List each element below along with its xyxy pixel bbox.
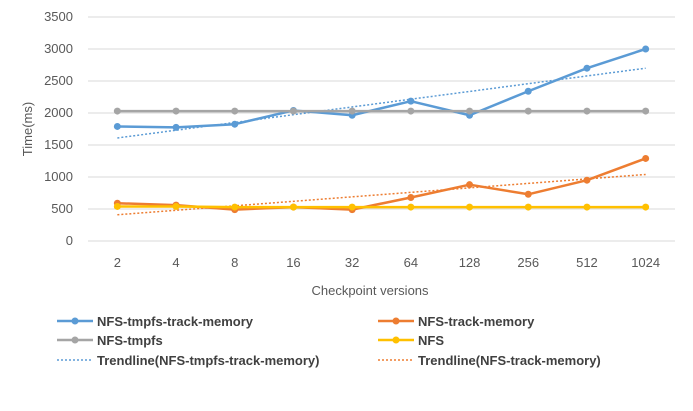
data-point [642,203,650,211]
x-axis-ticks: 2 4 8 16 32 64 128 256 512 1024 [114,255,660,270]
x-tick-label: 1024 [631,255,660,270]
legend-marker [71,336,79,344]
data-point [466,203,474,211]
x-tick-label: 256 [517,255,539,270]
x-tick-label: 2 [114,255,121,270]
x-tick-label: 16 [286,255,300,270]
legend-label: NFS [418,333,444,348]
legend-label: Trendline(NFS-track-memory) [418,353,601,368]
data-point [113,107,121,115]
y-tick-label: 2500 [44,73,73,88]
data-point [407,203,415,211]
data-point [524,107,532,115]
data-point [583,107,591,115]
x-tick-label: 512 [576,255,598,270]
data-point [407,97,415,105]
y-tick-label: 1500 [44,137,73,152]
data-point [524,190,532,198]
data-point [348,203,356,211]
y-tick-label: 3000 [44,41,73,56]
legend-marker [392,317,400,325]
data-point [524,87,532,95]
data-point [172,202,180,210]
legend-label: Trendline(NFS-tmpfs-track-memory) [97,353,319,368]
trendlines [117,67,646,216]
y-axis-ticks: 0 500 1000 1500 2000 2500 3000 3500 [44,9,73,248]
x-tick-label: 128 [459,255,481,270]
y-tick-label: 2000 [44,105,73,120]
data-point [289,203,297,211]
legend: NFS-tmpfs-track-memory NFS-track-memory NF… [57,314,601,368]
y-tick-label: 500 [51,201,73,216]
series-line [117,205,646,209]
series-line [117,157,647,211]
data-point [583,203,591,211]
x-tick-label: 64 [404,255,418,270]
data-point [642,154,650,162]
data-point [407,193,415,201]
legend-label: NFS-tmpfs [97,333,163,348]
data-point [289,107,297,115]
data-point [231,120,239,128]
legend-marker [71,317,79,325]
data-point [466,181,474,189]
data-point [172,107,180,115]
series-lines [113,45,650,214]
data-point [113,122,121,130]
data-point [466,107,474,115]
data-point [407,107,415,115]
data-point [348,107,356,115]
data-point [642,45,650,53]
y-tick-label: 0 [66,233,73,248]
data-point [113,202,121,210]
series-line [117,47,647,129]
legend-label: NFS-tmpfs-track-memory [97,314,254,329]
x-tick-label: 32 [345,255,359,270]
data-point [172,123,180,131]
data-point [231,203,239,211]
data-point [642,107,650,115]
y-tick-label: 3500 [44,9,73,24]
data-point [583,176,591,184]
y-tick-label: 1000 [44,169,73,184]
data-point [231,107,239,115]
legend-label: NFS-track-memory [418,314,535,329]
y-axis-title: Time(ms) [20,102,35,156]
legend-marker [392,336,400,344]
data-point [583,64,591,72]
x-axis-title: Checkpoint versions [311,283,429,298]
x-tick-label: 8 [231,255,238,270]
x-tick-label: 4 [172,255,179,270]
data-point [524,203,532,211]
